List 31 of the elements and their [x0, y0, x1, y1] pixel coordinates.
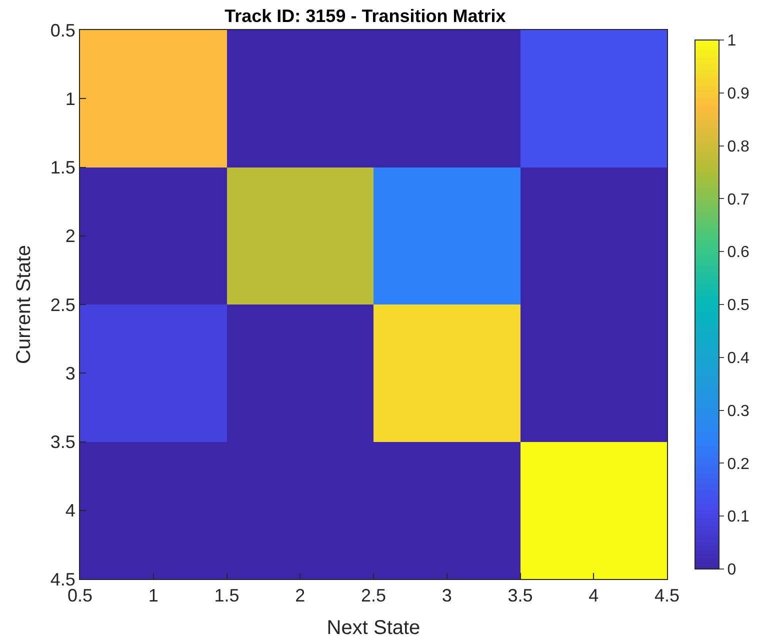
y-tick-label: 4 [65, 500, 76, 521]
y-tick-label: 0.5 [50, 20, 76, 40]
color-bar-label: 0.8 [727, 138, 750, 156]
y-axis-title: Current State [13, 245, 35, 364]
color-bar-label: 0.7 [727, 191, 750, 208]
y-tick-label: 3 [65, 363, 76, 384]
y-tick-label: 3.5 [50, 432, 76, 452]
color-bar-label: 0 [727, 562, 736, 579]
y-tick-label: 4.5 [50, 569, 76, 590]
y-tick-label: 2 [65, 226, 76, 246]
x-axis-title: Next State [326, 617, 420, 639]
x-tick-label: 4 [588, 586, 599, 606]
color-bar-label: 0.5 [727, 297, 750, 314]
color-bar-label: 0.2 [727, 456, 750, 473]
y-tick-label: 1 [65, 88, 76, 109]
color-bar-label: 0.9 [727, 86, 750, 102]
color-bar-label: 0.1 [727, 508, 750, 526]
x-tick-label: 4.5 [654, 586, 680, 606]
x-tick-label: 3.5 [508, 586, 533, 606]
y-tick-label: 2.5 [50, 294, 76, 315]
color-bar-label: 0.6 [727, 244, 750, 262]
x-tick-label: 1.5 [214, 586, 240, 606]
x-tick-label: 3 [442, 586, 452, 606]
color-bar-label: 1 [727, 32, 736, 50]
color-bar-label: 0.4 [727, 350, 750, 367]
x-tick-label: 1 [148, 586, 158, 606]
color-bar-label: 0.3 [727, 402, 750, 420]
y-tick-label: 1.5 [50, 158, 76, 178]
x-tick-label: 2.5 [360, 586, 386, 606]
x-tick-label: 2 [295, 586, 306, 606]
chart-title: Track ID: 3159 - Transition Matrix [224, 6, 506, 26]
